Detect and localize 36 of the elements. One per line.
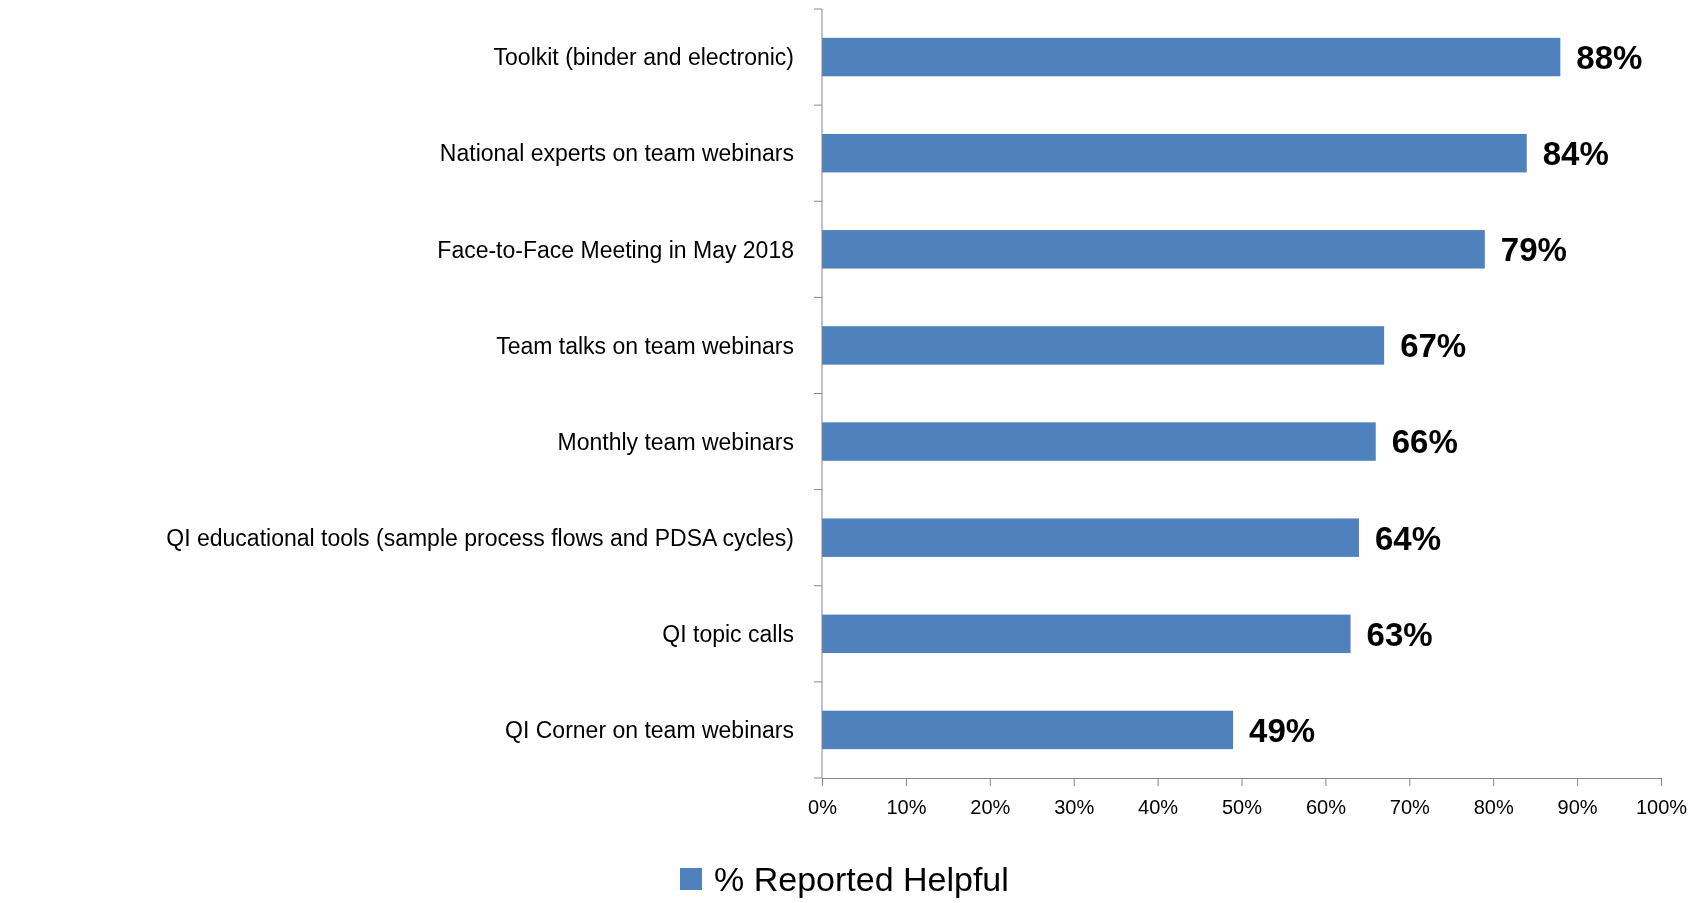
y-tick-label: QI Corner on team webinars — [505, 717, 794, 744]
bar — [822, 710, 1234, 750]
data-label: 84% — [1542, 135, 1609, 173]
x-tick-label: 30% — [1054, 796, 1095, 819]
data-label: 88% — [1576, 38, 1643, 76]
y-tick-label: National experts on team webinars — [439, 140, 794, 167]
x-tick-label: 0% — [808, 796, 838, 819]
bar — [822, 518, 1359, 557]
x-tick-label: 20% — [970, 796, 1011, 819]
y-tick-label: Team talks on team webinars — [496, 332, 794, 359]
bar — [822, 614, 1351, 654]
bar — [822, 37, 1561, 77]
y-tick-label: QI topic calls — [662, 621, 794, 648]
data-label: 64% — [1374, 519, 1442, 557]
x-tick-label: 100% — [1635, 796, 1688, 819]
bar — [822, 326, 1385, 365]
bar — [822, 133, 1527, 173]
y-tick-label: Face-to-Face Meeting in May 2018 — [437, 236, 794, 263]
y-tick-label: Monthly team webinars — [557, 428, 794, 455]
data-label: 63% — [1366, 615, 1433, 653]
x-tick-label: 40% — [1138, 796, 1179, 819]
x-tick-label: 50% — [1221, 796, 1263, 819]
x-tick-label: 60% — [1305, 796, 1347, 819]
x-tick-label: 80% — [1473, 796, 1514, 819]
x-tick-label: 70% — [1389, 796, 1431, 819]
legend-label: % Reported Helpful — [714, 860, 1009, 899]
data-label: 79% — [1500, 231, 1567, 269]
data-label: 66% — [1391, 423, 1458, 461]
x-tick-label: 10% — [886, 796, 927, 819]
bar — [822, 422, 1376, 461]
bar — [822, 230, 1485, 269]
data-label: 67% — [1400, 327, 1467, 365]
y-tick-label: Toolkit (binder and electronic) — [493, 44, 794, 71]
x-tick-label: 90% — [1557, 796, 1598, 819]
y-tick-label: QI educational tools (sample process flows and PDSA cycles) — [166, 524, 794, 551]
data-label: 49% — [1249, 711, 1316, 749]
